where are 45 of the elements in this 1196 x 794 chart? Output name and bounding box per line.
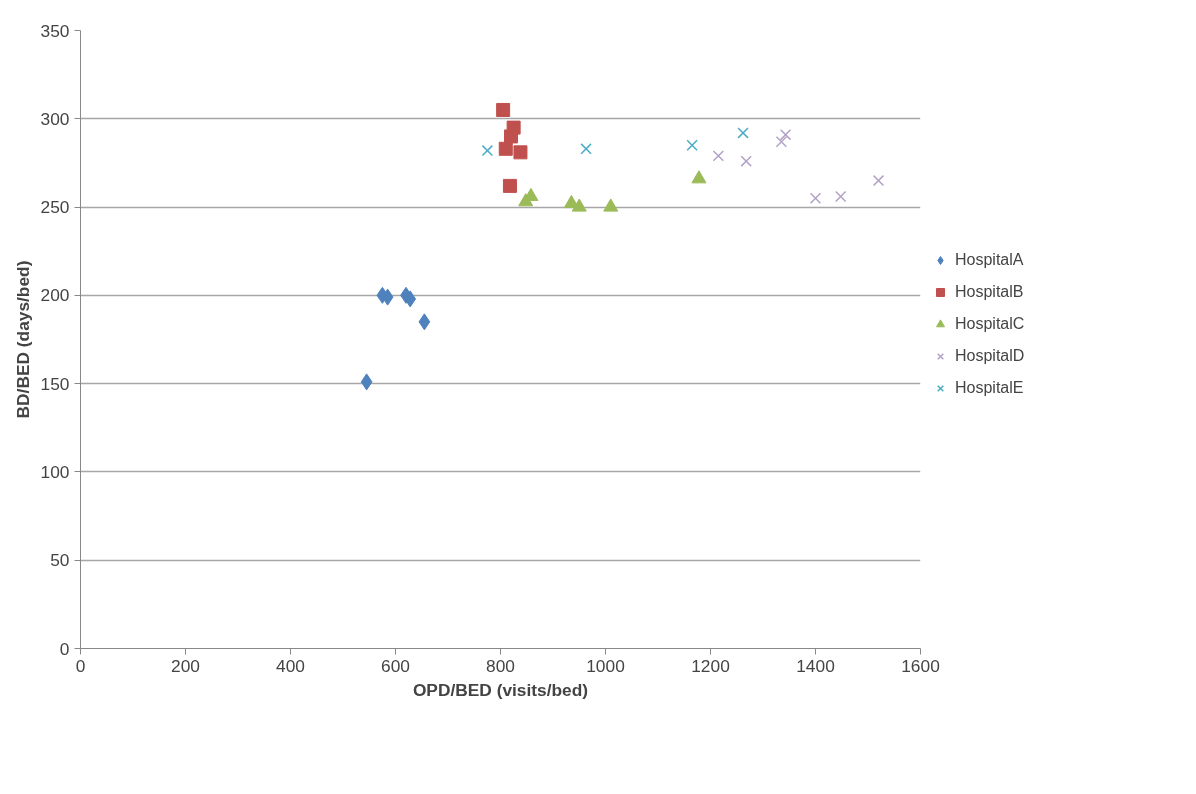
legend-label: HospitalE — [955, 379, 1024, 397]
y-tick-label: 150 — [40, 373, 70, 394]
point — [496, 102, 511, 117]
point — [481, 144, 494, 157]
x-axis-title: OPD/BED (visits/bed) — [412, 679, 589, 700]
x-tick-label: 600 — [381, 655, 410, 676]
point — [740, 155, 752, 167]
point — [571, 198, 587, 212]
point — [603, 198, 619, 212]
point — [418, 313, 431, 331]
y-tick-label: 100 — [40, 461, 70, 482]
y-tick-label: 50 — [50, 550, 70, 571]
legend-label: HospitalA — [955, 251, 1024, 269]
x-tick-label: 800 — [486, 655, 515, 676]
point — [712, 150, 725, 162]
point — [498, 141, 513, 156]
y-tick-label: 250 — [40, 197, 70, 218]
point — [686, 139, 698, 151]
y-tick-label: 0 — [59, 638, 70, 659]
point — [872, 174, 885, 187]
x-tick-label: 1600 — [901, 655, 940, 676]
point — [835, 190, 847, 203]
point — [504, 129, 518, 144]
point — [737, 127, 749, 139]
y-tick-label: 200 — [40, 285, 70, 306]
point — [779, 128, 792, 141]
x-tick-label: 1000 — [586, 655, 625, 676]
point — [580, 143, 592, 155]
x-tick-label: 400 — [276, 655, 305, 676]
y-axis-title: BD/BED (days/bed) — [12, 260, 33, 419]
point — [360, 373, 373, 391]
x-tick-label: 1200 — [691, 655, 730, 676]
y-tick-label: 300 — [40, 108, 70, 129]
legend-label: HospitalD — [955, 347, 1025, 365]
legend-label: HospitalB — [955, 283, 1024, 301]
point — [502, 178, 517, 193]
x-tick-label: 0 — [75, 655, 86, 676]
legend-label: HospitalC — [955, 315, 1025, 333]
x-tick-label: 200 — [171, 655, 200, 676]
x-tick-label: 1400 — [796, 655, 835, 676]
point — [513, 145, 528, 160]
point — [691, 170, 707, 184]
point — [775, 136, 788, 148]
point — [809, 192, 822, 204]
y-tick-label: 350 — [40, 20, 70, 41]
